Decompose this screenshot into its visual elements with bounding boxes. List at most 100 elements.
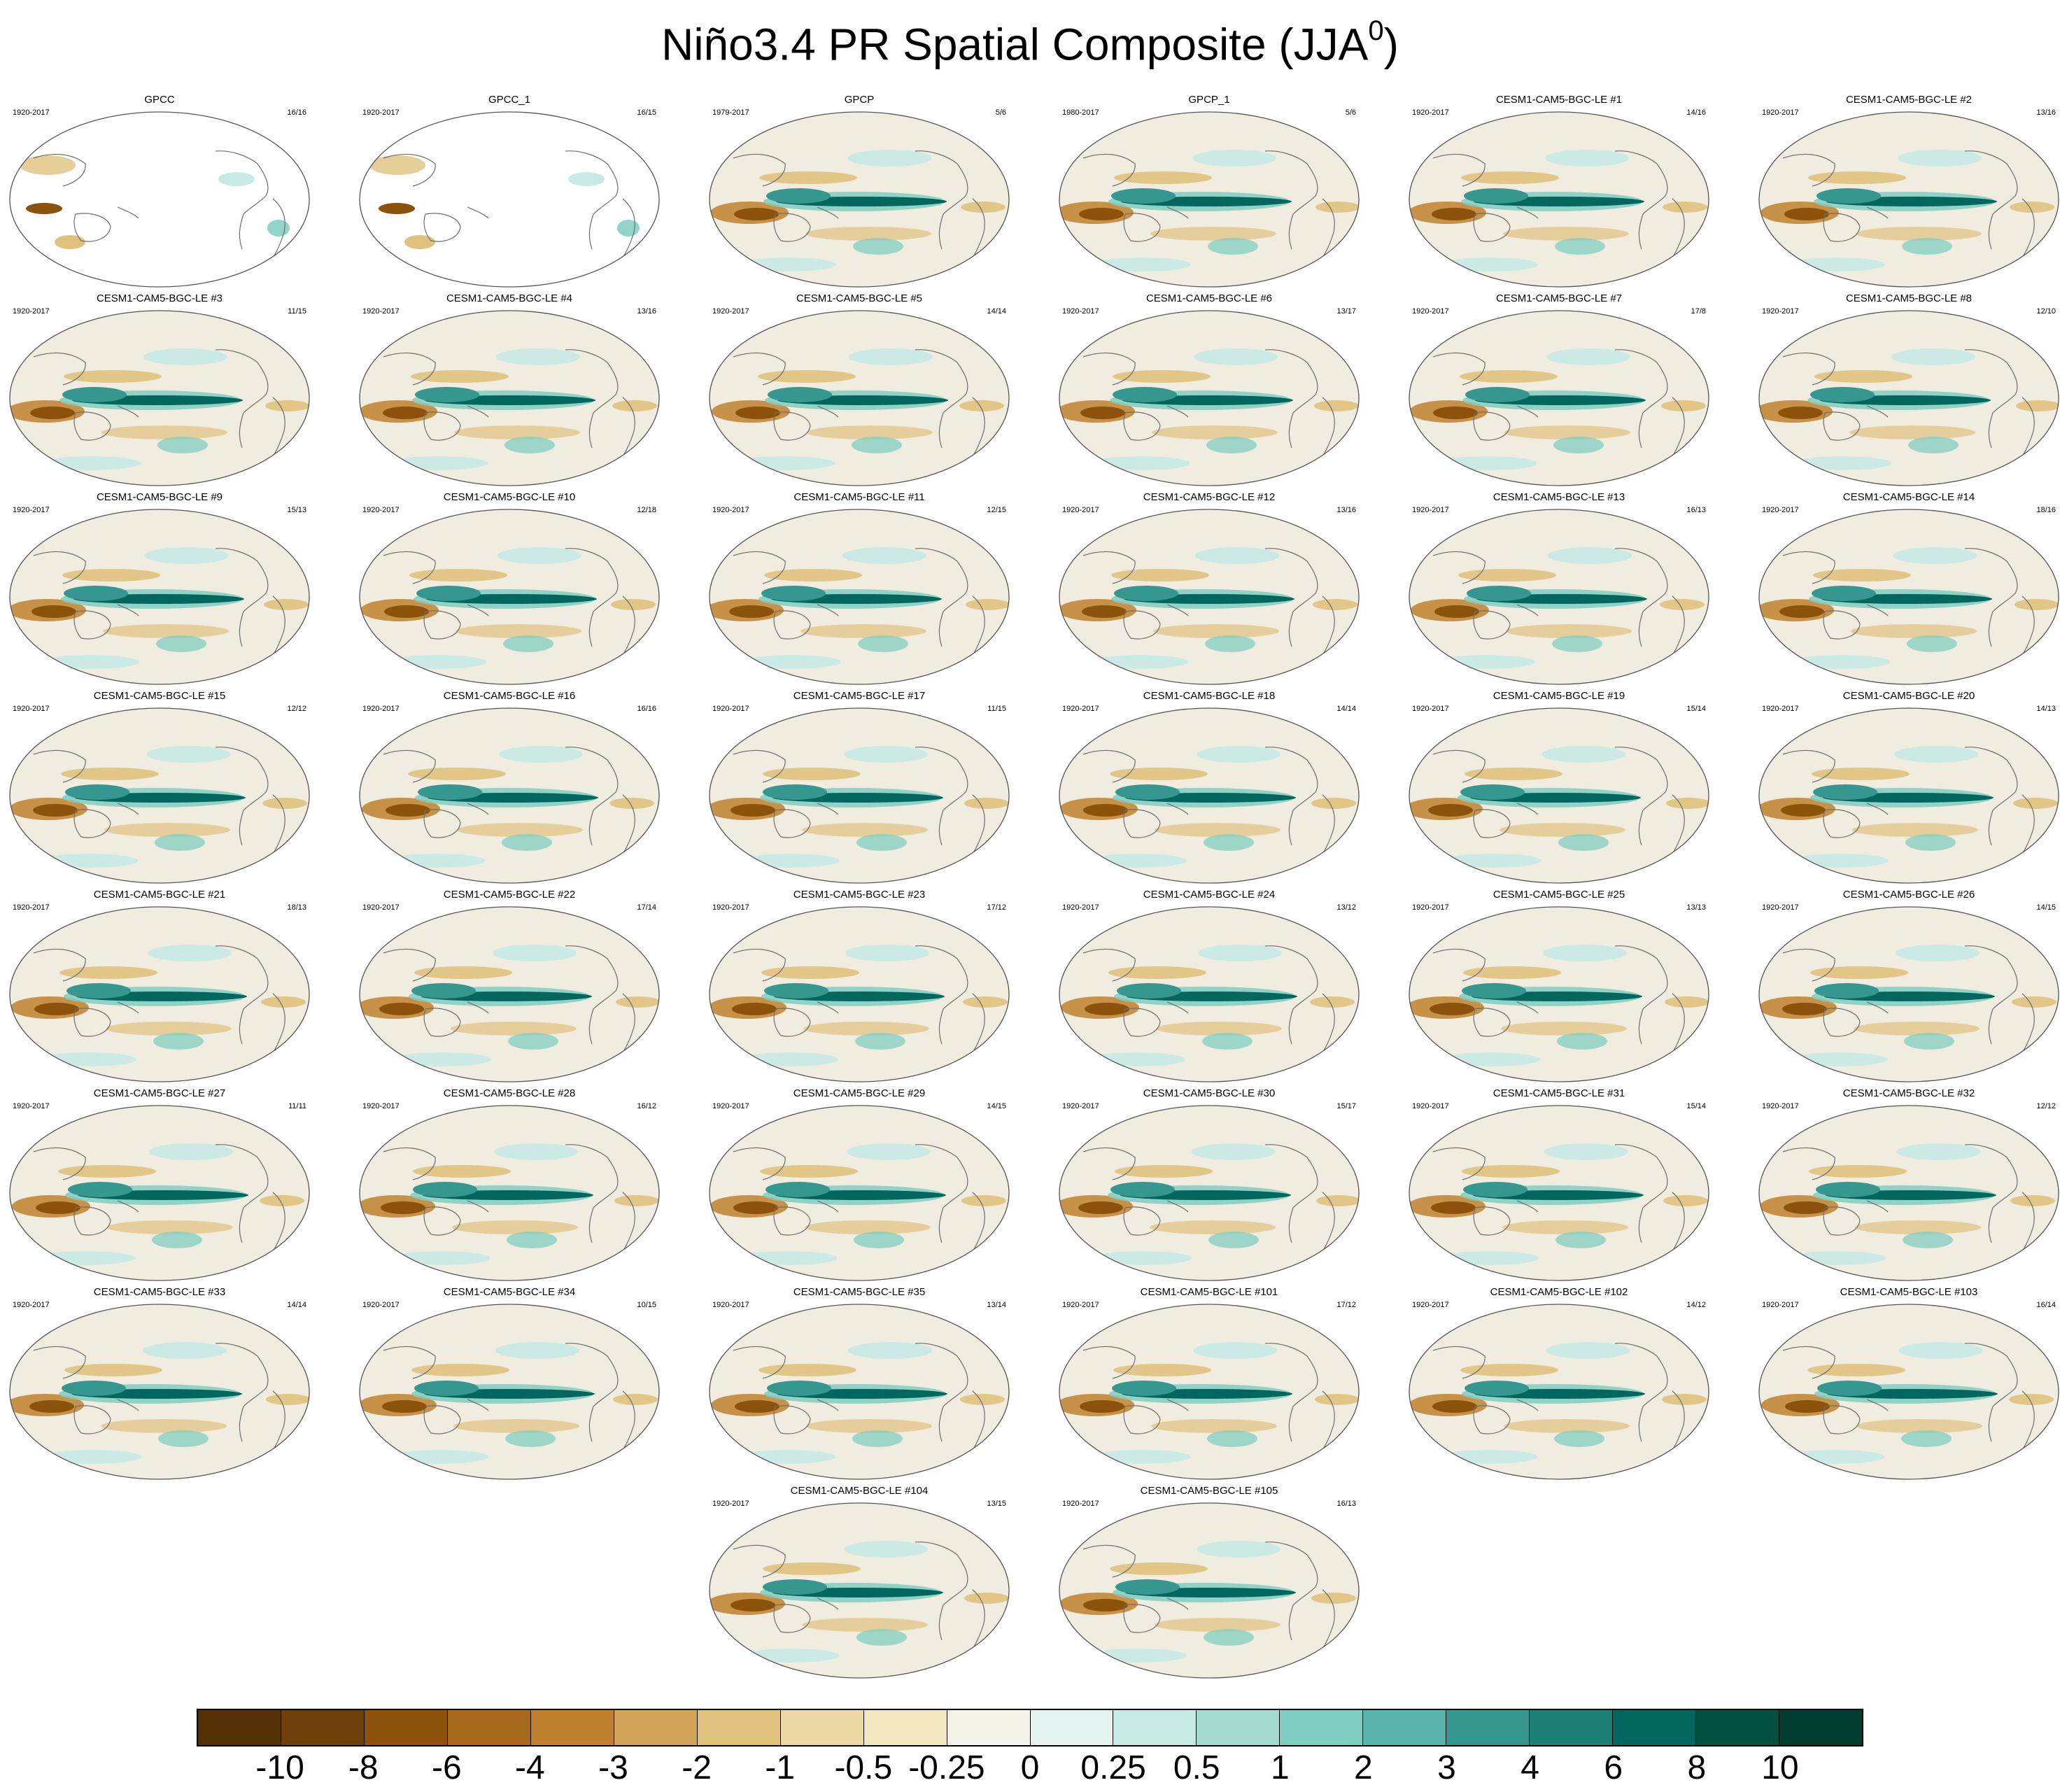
panel-years: 1920-2017 — [712, 705, 749, 713]
figure-title: Niño3.4 PR Spatial Composite (JJA0) — [0, 6, 2060, 73]
coastline — [117, 1001, 139, 1014]
composite-map — [9, 310, 310, 486]
composite-map — [1059, 707, 1360, 884]
wet-anomaly-north-pacific — [849, 348, 933, 365]
map-panel: CESM1-CAM5-BGC-LE #20 1920-2017 14/13 — [1755, 690, 2060, 886]
colorbar-swatch — [1530, 1710, 1614, 1745]
wet-anomaly-north-pacific — [1897, 1143, 1981, 1160]
coastline — [33, 1346, 86, 1379]
dry-anomaly-maritime-continent — [384, 605, 429, 618]
wet-anomaly-north-pacific — [844, 746, 928, 763]
composite-map — [9, 707, 310, 884]
coastline — [423, 213, 461, 242]
panel-title: CESM1-CAM5-BGC-LE #25 — [1493, 889, 1625, 901]
dry-anomaly-north — [759, 171, 857, 184]
dry-anomaly-south — [1501, 1022, 1627, 1036]
map-panel: CESM1-CAM5-BGC-LE #29 1920-2017 14/15 — [705, 1087, 1013, 1283]
wet-anomaly-southern — [742, 1649, 840, 1663]
map-background — [360, 112, 659, 287]
wet-anomaly-southern — [390, 456, 488, 470]
composite-map — [359, 1304, 660, 1480]
coastline — [1614, 548, 1668, 647]
colorbar-tick-label: 0.25 — [1080, 1749, 1146, 1786]
panel-years: 1920-2017 — [13, 1102, 50, 1110]
wet-anomaly-north-pacific — [143, 1342, 227, 1359]
panel-title: CESM1-CAM5-BGC-LE #1 — [1495, 94, 1623, 106]
coastline — [1516, 1399, 1539, 1411]
dry-anomaly-south — [1155, 823, 1281, 837]
wet-anomaly-south-spcz — [1555, 1232, 1606, 1248]
map-panel: CESM1-CAM5-BGC-LE #21 1920-2017 18/13 — [6, 889, 313, 1085]
coastline — [733, 1346, 786, 1379]
map-outline — [1409, 509, 1709, 685]
wet-anomaly-southern — [43, 456, 141, 470]
composite-map — [709, 509, 1010, 685]
map-panel: CESM1-CAM5-BGC-LE #101 1920-2017 17/12 — [1055, 1286, 1363, 1482]
coastline — [467, 1001, 489, 1014]
panel-event-count: 5/6 — [1345, 108, 1356, 117]
wet-anomaly-southern — [1789, 1052, 1887, 1066]
coastline — [1473, 1008, 1511, 1037]
dry-anomaly-atlantic — [1660, 599, 1705, 610]
coastline — [215, 945, 269, 1045]
dry-anomaly-atlantic — [1314, 400, 1359, 411]
dry-anomaly-north — [1458, 569, 1556, 581]
panel-event-count: 12/10 — [2036, 307, 2056, 316]
panel-title: GPCP_1 — [1188, 94, 1230, 106]
map-outline — [1059, 1502, 1360, 1679]
panel-event-count: 17/12 — [987, 903, 1006, 912]
map-outline — [1059, 310, 1360, 486]
composite-map — [1409, 707, 1709, 884]
coastline — [1866, 1001, 1889, 1014]
wet-anomaly-southern — [1440, 257, 1538, 271]
coastline — [1166, 405, 1189, 418]
wet-anomaly-north-america — [218, 172, 255, 186]
dry-anomaly-atlantic — [1663, 202, 1707, 213]
dry-anomaly-north — [64, 370, 162, 383]
coastline — [2020, 733, 2044, 740]
wet-anomaly-south-spcz — [852, 437, 902, 453]
wet-anomaly-south-america — [267, 220, 290, 237]
dry-anomaly-maritime-continent — [26, 203, 62, 214]
map-outline — [359, 310, 660, 486]
coastline — [1264, 1541, 1318, 1641]
coastline — [1473, 1405, 1511, 1434]
dry-anomaly-atlantic — [613, 1394, 658, 1405]
wet-anomaly-north-america — [568, 172, 605, 186]
panel-title: CESM1-CAM5-BGC-LE #22 — [443, 889, 576, 901]
composite-map — [1059, 111, 1360, 288]
map-panel: GPCC 1920-2017 16/16 — [6, 94, 313, 290]
map-outline — [1409, 707, 1709, 884]
coastline — [1320, 1528, 1344, 1535]
wet-anomaly-southern — [43, 1450, 141, 1464]
map-outline — [1758, 1304, 2059, 1480]
panel-title: CESM1-CAM5-BGC-LE #28 — [443, 1087, 576, 1099]
wet-anomaly-north-pacific — [1891, 348, 1975, 365]
map-outline — [709, 1304, 1010, 1480]
coastline — [467, 405, 489, 418]
colorbar — [197, 1709, 1863, 1747]
colorbar-swatch — [780, 1710, 864, 1745]
wet-anomaly-north-pacific — [1192, 1143, 1276, 1160]
coastline — [2020, 335, 2044, 342]
wet-anomaly-southern — [1786, 1450, 1884, 1464]
coastline — [2020, 136, 2044, 143]
coastline — [1782, 1346, 1835, 1379]
panel-event-count: 14/13 — [2036, 705, 2056, 713]
panel-event-count: 11/15 — [987, 705, 1006, 713]
map-outline — [1059, 707, 1360, 884]
panel-event-count: 14/15 — [2036, 903, 2056, 912]
dry-anomaly-australia — [404, 235, 435, 249]
coastline — [1782, 749, 1835, 783]
panel-title: CESM1-CAM5-BGC-LE #101 — [1140, 1286, 1278, 1298]
dry-anomaly-south — [1150, 227, 1276, 241]
map-outline — [1758, 906, 2059, 1082]
map-outline — [1758, 707, 2059, 884]
map-panel: CESM1-CAM5-BGC-LE #103 1920-2017 16/14 — [1755, 1286, 2060, 1482]
colorbar-tick-label: 3 — [1437, 1749, 1456, 1786]
coastline — [915, 1343, 968, 1442]
wet-anomaly-west-core — [413, 1182, 477, 1197]
coastline — [915, 548, 968, 647]
wet-anomaly-west-core — [1816, 1182, 1880, 1197]
dry-anomaly-north — [1465, 768, 1562, 780]
